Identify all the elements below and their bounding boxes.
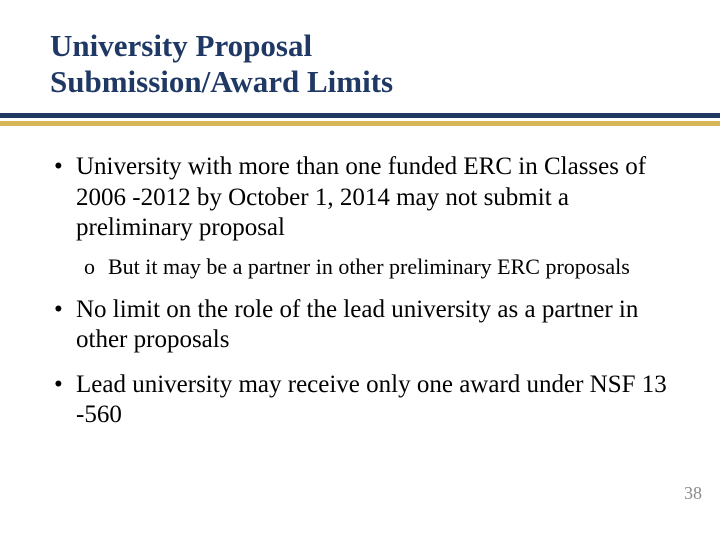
title-rules	[0, 113, 720, 126]
title-line-2: Submission/Award Limits	[50, 64, 393, 99]
bullet-list: University with more than one funded ERC…	[50, 152, 670, 430]
list-item: No limit on the role of the lead univers…	[50, 295, 670, 356]
title-line-1: University Proposal	[50, 28, 312, 63]
sub-bullet-marker: o	[84, 254, 95, 281]
bullet-text: Lead university may receive only one awa…	[76, 371, 667, 429]
page-number: 38	[684, 483, 702, 504]
list-item: University with more than one funded ERC…	[50, 152, 670, 280]
slide-content: University with more than one funded ERC…	[50, 152, 670, 430]
rule-navy	[0, 113, 720, 118]
sub-bullet-list: o But it may be a partner in other preli…	[84, 254, 670, 281]
list-item: o But it may be a partner in other preli…	[84, 254, 670, 281]
sub-bullet-text: But it may be a partner in other prelimi…	[108, 254, 630, 279]
bullet-text: University with more than one funded ERC…	[76, 153, 646, 241]
rule-gold	[0, 121, 720, 126]
slide: University Proposal Submission/Award Lim…	[0, 0, 720, 540]
bullet-text: No limit on the role of the lead univers…	[76, 296, 638, 354]
list-item: Lead university may receive only one awa…	[50, 370, 670, 431]
slide-title: University Proposal Submission/Award Lim…	[50, 28, 670, 99]
